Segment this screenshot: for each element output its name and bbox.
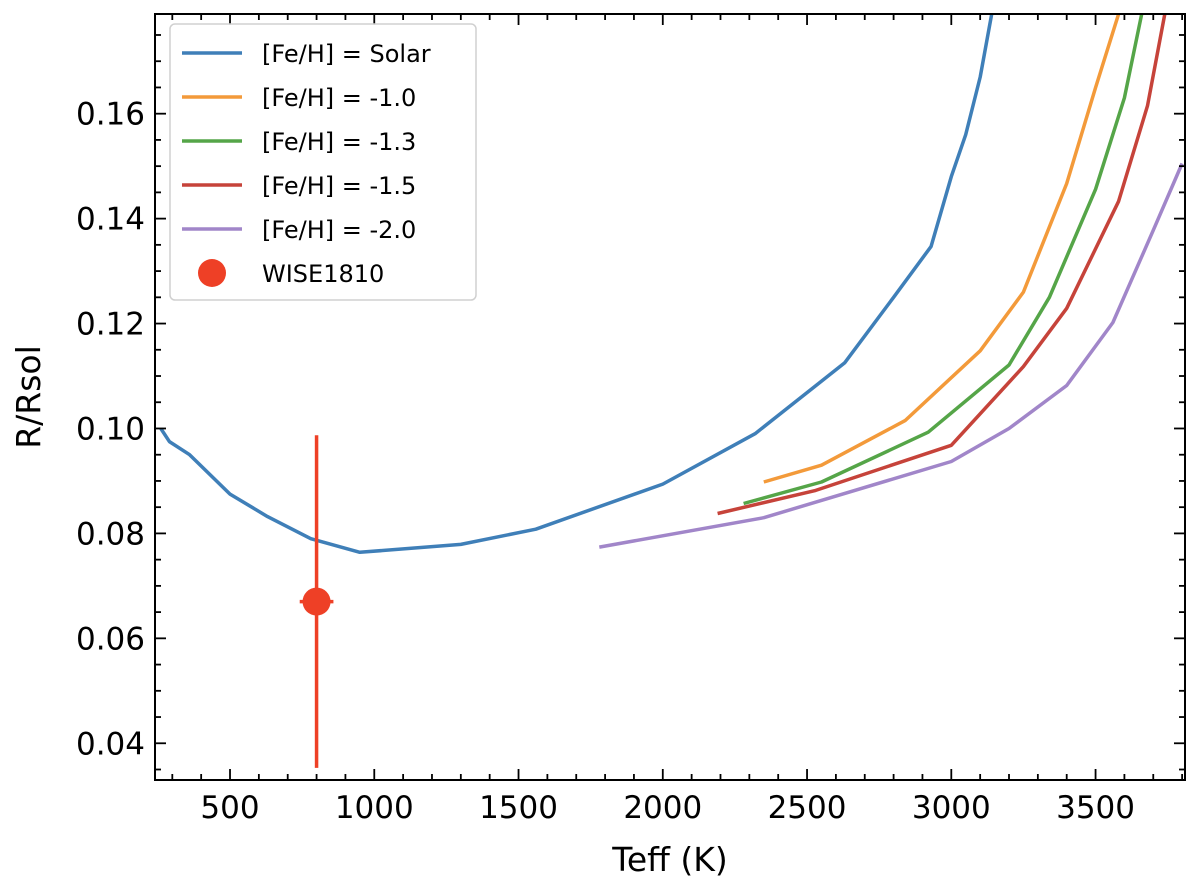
legend-label: WISE1810 (262, 260, 384, 288)
series-line-0 (159, 14, 994, 555)
x-tick-label: 2000 (623, 790, 702, 826)
series-line-3 (717, 14, 1167, 516)
data-point-marker-0 (302, 587, 331, 616)
y-tick-label: 0.06 (76, 621, 145, 657)
x-tick-label: 500 (200, 790, 259, 826)
y-tick-label: 0.12 (76, 307, 145, 343)
x-tick-label: 1500 (479, 790, 558, 826)
x-tick-label: 3500 (1056, 790, 1135, 826)
legend-box (169, 23, 477, 301)
legend-label: [Fe/H] = Solar (262, 40, 431, 68)
y-tick-label: 0.10 (76, 411, 145, 447)
y-tick-label: 0.16 (76, 97, 145, 133)
data-points (299, 435, 334, 768)
legend-label: [Fe/H] = -1.0 (262, 84, 416, 112)
x-tick-label: 3000 (912, 790, 991, 826)
legend: [Fe/H] = Solar [Fe/H] = -1.0 [Fe/H] = -1.3… (169, 23, 477, 301)
y-axis-title: R/Rsol (9, 345, 48, 449)
series-line-4 (598, 162, 1184, 549)
tick-labels: 500 1000 1500 2000 2500 3000 3500 0.04 0.06 0.08 0… (76, 97, 1135, 826)
legend-label: [Fe/H] = -1.5 (262, 172, 416, 200)
plot-frame (154, 13, 1186, 781)
y-tick-label: 0.14 (76, 202, 145, 238)
legend-marker-0 (198, 259, 226, 287)
x-tick-label: 1000 (335, 790, 414, 826)
legend-label: [Fe/H] = -1.3 (262, 128, 416, 156)
y-tick-label: 0.08 (76, 516, 145, 552)
series-line-2 (743, 14, 1144, 506)
x-axis-title: Teff (K) (611, 840, 727, 879)
series-curves (159, 14, 1184, 555)
y-tick-label: 0.04 (76, 726, 145, 762)
legend-label: [Fe/H] = -2.0 (262, 216, 416, 244)
series-line-1 (763, 14, 1121, 484)
x-tick-label: 2500 (768, 790, 847, 826)
